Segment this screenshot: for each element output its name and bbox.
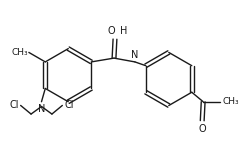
Text: N: N xyxy=(131,50,139,60)
Text: O: O xyxy=(107,26,115,36)
Text: O: O xyxy=(198,124,206,134)
Text: Cl: Cl xyxy=(64,100,74,110)
Text: H: H xyxy=(120,26,127,36)
Text: Cl: Cl xyxy=(9,100,19,110)
Text: N: N xyxy=(38,104,45,114)
Text: CH₃: CH₃ xyxy=(11,48,28,57)
Text: CH₃: CH₃ xyxy=(222,97,239,106)
